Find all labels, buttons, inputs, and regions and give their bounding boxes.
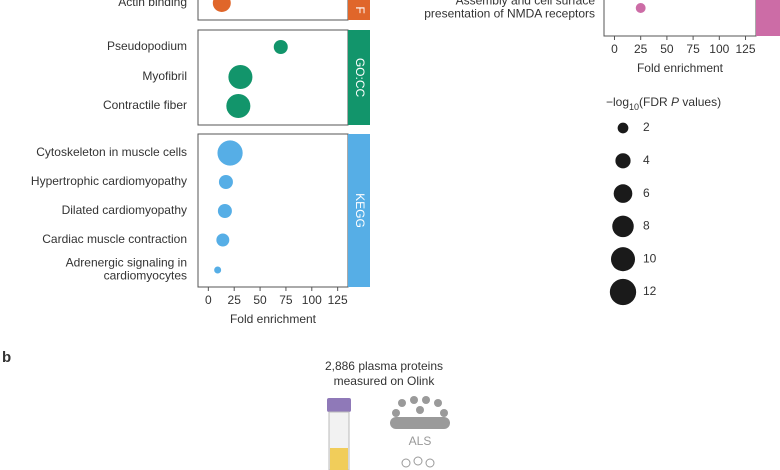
bubble (635, 3, 646, 13)
category-label: Adrenergic signaling in cardiomyocytes (66, 256, 187, 283)
bubble (273, 39, 288, 55)
legend-label: 6 (643, 186, 650, 200)
tube-icon (327, 398, 351, 470)
bubble (212, 0, 231, 12)
x-tick-label: 100 (709, 42, 729, 56)
bubble (228, 64, 253, 90)
legend-bubble (615, 153, 631, 169)
facet-strip (348, 30, 370, 125)
caption: 2,886 plasma proteins (325, 359, 443, 373)
legend-label: 12 (643, 284, 657, 298)
category-label: Pseudopodium (107, 39, 187, 53)
group-label: ALS (409, 434, 432, 448)
facet-box (197, 29, 349, 126)
facet-label: GO:CC (353, 58, 367, 98)
legend-label: 2 (643, 120, 650, 134)
facet-label: F (353, 6, 367, 13)
facet-label: KEGG (353, 193, 367, 228)
x-tick-label: 0 (611, 42, 618, 56)
legend-label: 10 (643, 251, 657, 265)
bubble (217, 140, 243, 166)
people-icon (390, 396, 450, 429)
legend-title-part: −log (606, 95, 629, 109)
legend-bubble (613, 184, 633, 203)
legend-title-part: (FDR (639, 95, 671, 109)
category-label-line: cardiomyocytes (104, 269, 187, 283)
bubble (216, 233, 230, 247)
x-tick-label: 0 (205, 293, 212, 307)
x-tick-label: 100 (302, 293, 322, 307)
category-label: Actin binding (118, 0, 187, 9)
bubble (214, 266, 222, 274)
legend-title-part: 10 (629, 102, 639, 112)
legend-bubble (617, 122, 629, 134)
x-axis-label: Fold enrichment (230, 312, 317, 326)
x-tick-label: 75 (279, 293, 293, 307)
legend-label: 4 (643, 153, 650, 167)
legend-title-part: P (671, 95, 679, 109)
legend-label: 8 (643, 219, 650, 233)
x-tick-label: 50 (253, 293, 267, 307)
bubble (218, 174, 233, 190)
facet-box (197, 0, 349, 21)
facet-strip (756, 0, 780, 36)
x-axis-label: Fold enrichment (637, 61, 724, 75)
x-tick-label: 125 (328, 293, 348, 307)
facet-strip (348, 134, 370, 287)
bubble (217, 203, 232, 219)
legend-bubble (609, 278, 637, 306)
facet-strip (348, 0, 370, 20)
category-label: Cardiac muscle contraction (42, 232, 187, 246)
x-tick-label: 75 (686, 42, 700, 56)
panel-letter: b (2, 349, 11, 366)
category-label: Dilated cardiomyopathy (62, 203, 187, 217)
x-tick-label: 50 (660, 42, 674, 56)
x-tick-label: 25 (228, 293, 242, 307)
x-tick-label: 125 (736, 42, 756, 56)
x-tick-label: 25 (634, 42, 648, 56)
legend-title: −log10(FDR P values) (606, 95, 721, 112)
category-label: Hypertrophic cardiomyopathy (31, 174, 187, 188)
category-label: Myofibril (142, 69, 187, 83)
legend-bubble (612, 215, 634, 238)
caption: measured on Olink (334, 374, 436, 388)
bubble (226, 93, 251, 119)
category-label: Contractile fiber (103, 98, 187, 112)
facet-box (603, 0, 757, 37)
legend-title-part: values) (679, 95, 721, 109)
category-label: Assembly and cell surface presentation of… (424, 0, 595, 21)
category-label-line: presentation of NMDA receptors (424, 7, 595, 21)
category-label-line: Adrenergic signaling in (66, 256, 187, 270)
category-label: Cytoskeleton in muscle cells (36, 145, 187, 159)
category-label-line: Assembly and cell surface (456, 0, 596, 8)
people-icon-outline (401, 456, 435, 468)
legend-bubble (610, 247, 636, 272)
